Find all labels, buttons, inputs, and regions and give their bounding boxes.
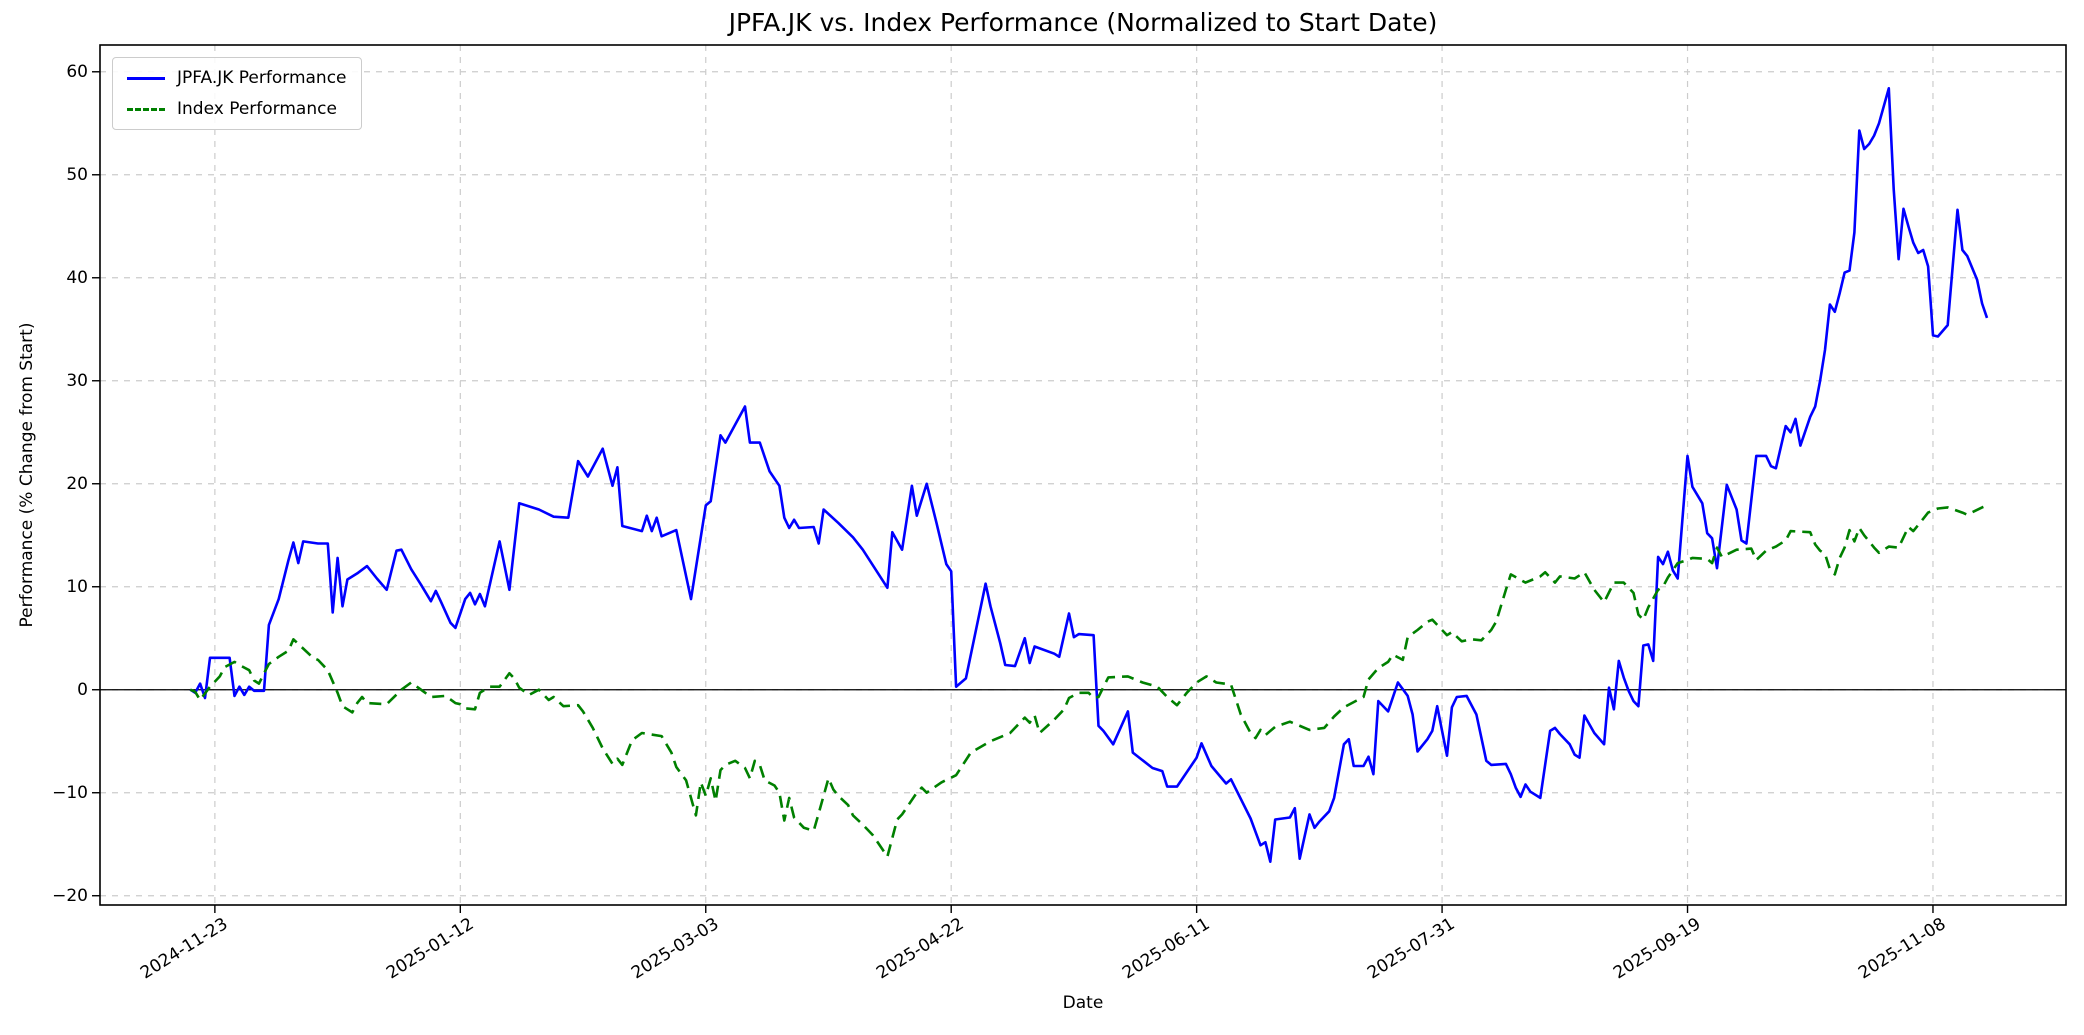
y-tick-label: 40 (66, 267, 88, 288)
y-tick-label: 10 (66, 576, 88, 597)
y-tick-label: −20 (52, 885, 88, 906)
x-tick-label: 2025-09-19 (1609, 914, 1705, 984)
legend-label-jpfa: JPFA.JK Performance (177, 68, 347, 88)
y-tick-label: 50 (66, 164, 88, 185)
index-line-sample-icon (127, 107, 165, 111)
x-tick-label: 2025-07-31 (1364, 914, 1459, 984)
plot-canvas (92, 44, 2067, 913)
x-tick-label: 2025-11-08 (1855, 914, 1950, 984)
x-axis-label: Date (1062, 993, 1104, 1013)
chart-title: JPFA.JK vs. Index Performance (Normalize… (728, 8, 1438, 37)
legend-label-index: Index Performance (177, 99, 337, 119)
y-tick-label: 30 (66, 370, 88, 391)
x-tick-label: 2025-04-22 (873, 914, 968, 984)
y-tick-label: 20 (66, 473, 88, 494)
jpfa-line-sample-icon (127, 76, 165, 80)
y-tick-label: −10 (52, 782, 88, 803)
legend: JPFA.JK Performance Index Performance (112, 57, 362, 130)
x-tick-label: 2025-03-03 (627, 914, 723, 984)
legend-item-index: Index Performance (127, 98, 347, 120)
x-tick-label: 2025-06-11 (1118, 914, 1214, 984)
legend-item-jpfa: JPFA.JK Performance (127, 67, 347, 89)
y-tick-label: 60 (66, 61, 88, 82)
x-tick-label: 2024-11-23 (137, 914, 232, 984)
y-tick-label: 0 (77, 679, 88, 700)
x-tick-label: 2025-01-12 (382, 914, 477, 984)
